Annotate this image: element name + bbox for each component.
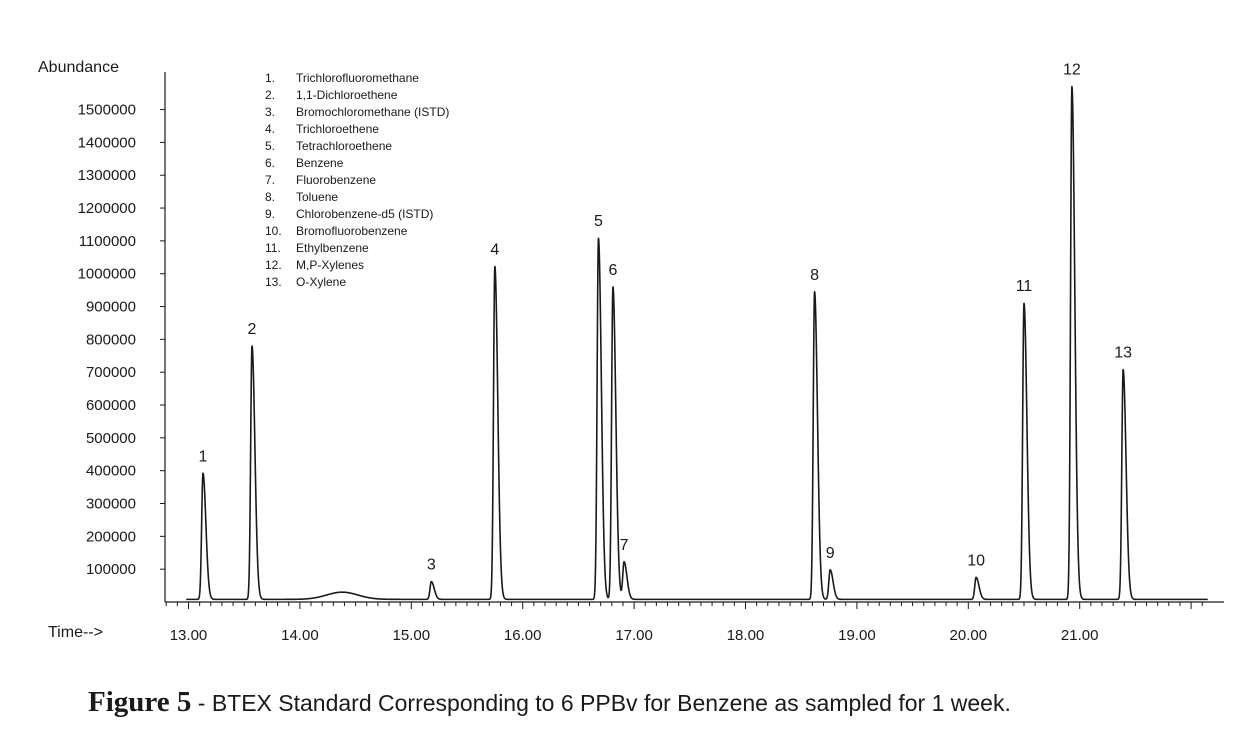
legend-item-number: 6. [265, 156, 275, 170]
y-tick-label: 500000 [86, 430, 136, 447]
x-tick-label: 20.00 [950, 627, 988, 644]
x-tick-label: 16.00 [504, 627, 542, 644]
legend-item-number: 13. [265, 275, 282, 289]
peak-label: 1 [199, 448, 208, 465]
y-tick-label: 1100000 [79, 233, 136, 250]
peak-label: 2 [248, 321, 257, 338]
legend-item-name: Bromofluorobenzene [296, 224, 408, 238]
y-tick-label: 1500000 [78, 102, 136, 119]
legend-item-number: 5. [265, 139, 275, 153]
peak-label: 7 [620, 537, 629, 554]
legend-item-number: 3. [265, 105, 275, 119]
y-tick-label: 300000 [86, 496, 136, 513]
legend-item-name: Tetrachloroethene [296, 139, 392, 153]
peak-label: 11 [1016, 278, 1033, 295]
legend-item-name: O-Xylene [296, 275, 346, 289]
y-tick-label: 600000 [86, 397, 136, 414]
legend-item-name: Benzene [296, 156, 344, 170]
legend-item-number: 8. [265, 190, 275, 204]
figure-caption-text: - BTEX Standard Corresponding to 6 PPBv … [191, 690, 1011, 716]
y-tick-label: 800000 [86, 331, 136, 348]
legend-item-number: 2. [265, 88, 275, 102]
y-tick-label: 700000 [86, 364, 136, 381]
legend-item-name: Trichlorofluoromethane [296, 71, 419, 85]
x-tick-label: 18.00 [727, 627, 765, 644]
y-tick-label: 1300000 [78, 167, 136, 184]
legend-item-name: Trichloroethene [296, 122, 379, 136]
legend-item-number: 7. [265, 173, 275, 187]
x-tick-label: 17.00 [615, 627, 653, 644]
peak-label: 4 [490, 241, 499, 258]
axes [164, 72, 1224, 603]
y-axis-label: Abundance [38, 59, 119, 76]
peak-label: 10 [967, 552, 985, 569]
legend-item-number: 12. [265, 258, 282, 272]
legend-item-name: 1,1-Dichloroethene [296, 88, 398, 102]
legend-item-name: Bromochloromethane (ISTD) [296, 105, 449, 119]
y-axis-ticks: 100000 200000 300000 400000 500000 600000 7000… [78, 102, 165, 578]
legend-item-number: 11. [265, 241, 281, 255]
peak-label: 6 [608, 262, 617, 279]
y-tick-label: 100000 [86, 561, 136, 578]
legend-item-number: 10. [265, 224, 282, 238]
legend-item-name: Ethylbenzene [296, 241, 369, 255]
peak-label: 8 [810, 267, 819, 284]
legend-item-name: M,P-Xylenes [296, 258, 364, 272]
y-tick-label: 200000 [86, 528, 136, 545]
figure-caption: Figure 5 - BTEX Standard Corresponding t… [88, 686, 1011, 719]
legend-item-name: Toluene [296, 190, 338, 204]
legend-item-number: 4. [265, 122, 275, 136]
x-axis-ticks: 13.00 14.00 15.00 16.00 17.00 18.00 19.00 20.00… [165, 602, 1203, 644]
peak-label: 5 [594, 213, 603, 230]
y-tick-label: 400000 [86, 463, 136, 480]
y-tick-label: 1200000 [78, 200, 136, 217]
peak-label: 3 [427, 557, 436, 574]
figure-label: Figure 5 [88, 686, 192, 718]
legend-item-name: Fluorobenzene [296, 173, 376, 187]
y-tick-label: 1400000 [78, 134, 136, 151]
y-tick-label: 900000 [86, 299, 136, 316]
chromatogram-trace [185, 85, 1209, 601]
legend-item-number: 9. [265, 207, 275, 221]
x-tick-label: 14.00 [281, 627, 319, 644]
legend-item-name: Chlorobenzene-d5 (ISTD) [296, 207, 433, 221]
x-tick-label: 15.00 [393, 627, 431, 644]
x-tick-label: 19.00 [838, 627, 876, 644]
peak-label: 9 [826, 545, 835, 562]
x-tick-label: 13.00 [170, 627, 208, 644]
peak-label: 13 [1114, 345, 1132, 362]
x-axis-label: Time--> [48, 624, 103, 641]
legend-item-number: 1. [265, 71, 275, 85]
compound-legend: 1. Trichlorofluoromethane 2. 1,1-Dichloroet… [265, 71, 449, 289]
x-tick-label: 21.00 [1061, 627, 1099, 644]
peak-label: 12 [1063, 62, 1081, 79]
y-tick-label: 1000000 [78, 266, 136, 283]
